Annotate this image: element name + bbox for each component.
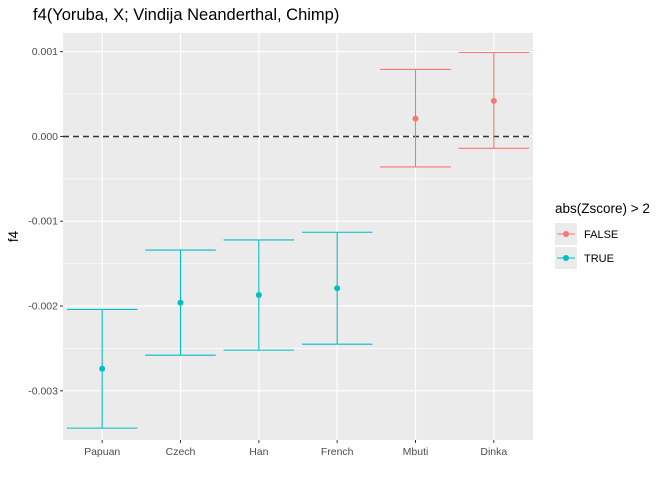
legend-label: TRUE <box>584 253 614 265</box>
legend-key-point <box>563 231 569 237</box>
y-tick-label: 0.001 <box>32 46 58 58</box>
x-tick-label-dinka: Dinka <box>480 446 507 458</box>
y-tick-label: -0.002 <box>28 301 58 313</box>
legend-key-point <box>563 255 569 261</box>
y-axis-title: f4 <box>6 230 21 242</box>
point-dinka <box>490 97 497 104</box>
y-tick-label: -0.003 <box>28 385 58 397</box>
x-tick-label-papuan: Papuan <box>84 446 120 458</box>
x-tick-label-han: Han <box>249 446 268 458</box>
point-czech <box>177 299 184 306</box>
chart-title: f4(Yoruba, X; Vindija Neanderthal, Chimp… <box>33 6 339 24</box>
legend: abs(Zscore) > 2 FALSE TRUE <box>555 201 650 269</box>
x-tick-label-french: French <box>321 446 354 458</box>
legend-entries: FALSE TRUE <box>555 223 618 269</box>
point-french <box>334 285 341 292</box>
x-tick-label-czech: Czech <box>166 446 196 458</box>
legend-entry-false: FALSE <box>555 223 618 245</box>
x-axis: Papuan Czech Han French Mbuti Dinka <box>84 440 507 458</box>
data-points <box>99 97 497 372</box>
y-tick-label: 0.000 <box>32 131 58 143</box>
plot-panel <box>63 33 533 440</box>
y-tick-label: -0.001 <box>28 216 58 228</box>
legend-entry-true: TRUE <box>555 247 614 269</box>
x-tick-label-mbuti: Mbuti <box>403 446 429 458</box>
point-han <box>255 292 262 299</box>
point-mbuti <box>412 115 419 122</box>
point-papuan <box>99 365 106 372</box>
y-axis: 0.001 0.000 -0.001 -0.002 -0.003 <box>28 46 63 397</box>
legend-label: FALSE <box>584 229 618 241</box>
legend-title: abs(Zscore) > 2 <box>555 201 650 216</box>
